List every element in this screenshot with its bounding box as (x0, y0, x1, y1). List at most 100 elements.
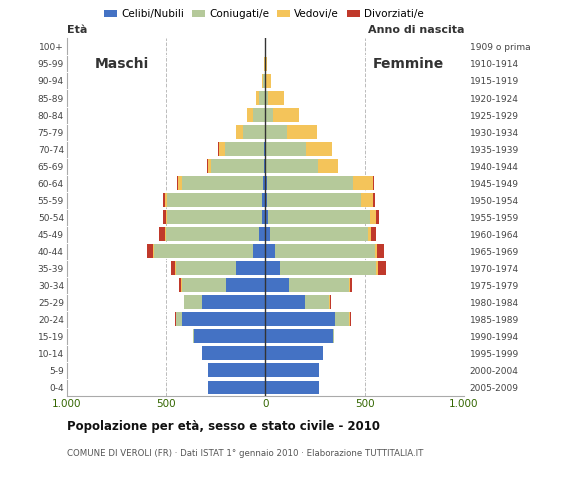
Bar (361, 193, 372, 207)
Bar (208, 363, 266, 377)
Bar (266, 159, 318, 173)
Bar (266, 244, 275, 258)
Bar (259, 91, 266, 105)
Bar (335, 312, 349, 326)
Bar (349, 312, 350, 326)
Bar (163, 193, 165, 207)
Bar (266, 108, 273, 122)
Bar (154, 244, 253, 258)
Bar (350, 312, 351, 326)
Bar (235, 125, 244, 139)
Bar (376, 244, 383, 258)
Bar (177, 176, 178, 190)
Bar (175, 261, 176, 275)
Text: COMUNE DI VEROLI (FR) · Dati ISTAT 1° gennaio 2010 · Elaborazione TUTTITALIA.IT: COMUNE DI VEROLI (FR) · Dati ISTAT 1° ge… (67, 449, 423, 458)
Bar (266, 91, 269, 105)
Bar (269, 210, 369, 224)
Bar (375, 244, 376, 258)
Bar (318, 159, 338, 173)
Bar (267, 193, 361, 207)
Bar (273, 108, 299, 122)
Bar (206, 159, 208, 173)
Bar (218, 142, 219, 156)
Bar (165, 227, 166, 241)
Bar (147, 244, 153, 258)
Bar (376, 261, 378, 275)
Bar (179, 278, 181, 292)
Bar (264, 142, 266, 156)
Bar (266, 210, 269, 224)
Bar (235, 261, 266, 275)
Bar (264, 57, 266, 71)
Bar (266, 74, 271, 88)
Text: Maschi: Maschi (95, 57, 150, 71)
Bar (266, 125, 287, 139)
Bar (368, 227, 371, 241)
Bar (262, 74, 263, 88)
Bar (248, 108, 253, 122)
Bar (266, 312, 335, 326)
Bar (167, 210, 262, 224)
Bar (193, 329, 194, 343)
Bar (266, 261, 280, 275)
Bar (266, 295, 305, 309)
Bar (330, 295, 331, 309)
Bar (329, 295, 330, 309)
Bar (350, 278, 351, 292)
Bar (181, 278, 182, 292)
Bar (167, 193, 262, 207)
Bar (263, 74, 266, 88)
Bar (372, 176, 374, 190)
Bar (253, 108, 266, 122)
Bar (166, 210, 167, 224)
Bar (372, 193, 375, 207)
Bar (176, 261, 235, 275)
Bar (182, 312, 266, 326)
Bar (276, 244, 375, 258)
Bar (259, 227, 266, 241)
Bar (333, 329, 334, 343)
Legend: Celibi/Nubili, Coniugati/e, Vedovi/e, Divorziati/e: Celibi/Nubili, Coniugati/e, Vedovi/e, Di… (100, 5, 427, 24)
Bar (175, 312, 176, 326)
Bar (353, 176, 372, 190)
Bar (369, 210, 376, 224)
Bar (153, 244, 154, 258)
Bar (224, 142, 264, 156)
Text: Età: Età (67, 25, 87, 35)
Bar (266, 57, 267, 71)
Bar (266, 176, 267, 190)
Text: Femmine: Femmine (373, 57, 444, 71)
Bar (194, 329, 266, 343)
Bar (266, 329, 333, 343)
Bar (263, 176, 266, 190)
Bar (226, 278, 266, 292)
Bar (305, 295, 329, 309)
Bar (262, 193, 266, 207)
Bar (202, 295, 266, 309)
Bar (371, 227, 376, 241)
Bar (270, 227, 368, 241)
Bar (266, 227, 270, 241)
Bar (178, 176, 182, 190)
Bar (349, 278, 350, 292)
Bar (378, 261, 386, 275)
Bar (176, 312, 182, 326)
Bar (266, 193, 267, 207)
Bar (262, 210, 266, 224)
Bar (266, 381, 319, 395)
Bar (264, 159, 266, 173)
Bar (208, 381, 266, 395)
Bar (182, 176, 263, 190)
Bar (256, 91, 259, 105)
Bar (163, 210, 166, 224)
Bar (208, 159, 211, 173)
Bar (306, 142, 332, 156)
Bar (184, 295, 202, 309)
Bar (269, 91, 284, 105)
Bar (244, 125, 266, 139)
Bar (266, 142, 306, 156)
Bar (376, 210, 379, 224)
Bar (266, 278, 289, 292)
Bar (182, 278, 226, 292)
Bar (287, 125, 317, 139)
